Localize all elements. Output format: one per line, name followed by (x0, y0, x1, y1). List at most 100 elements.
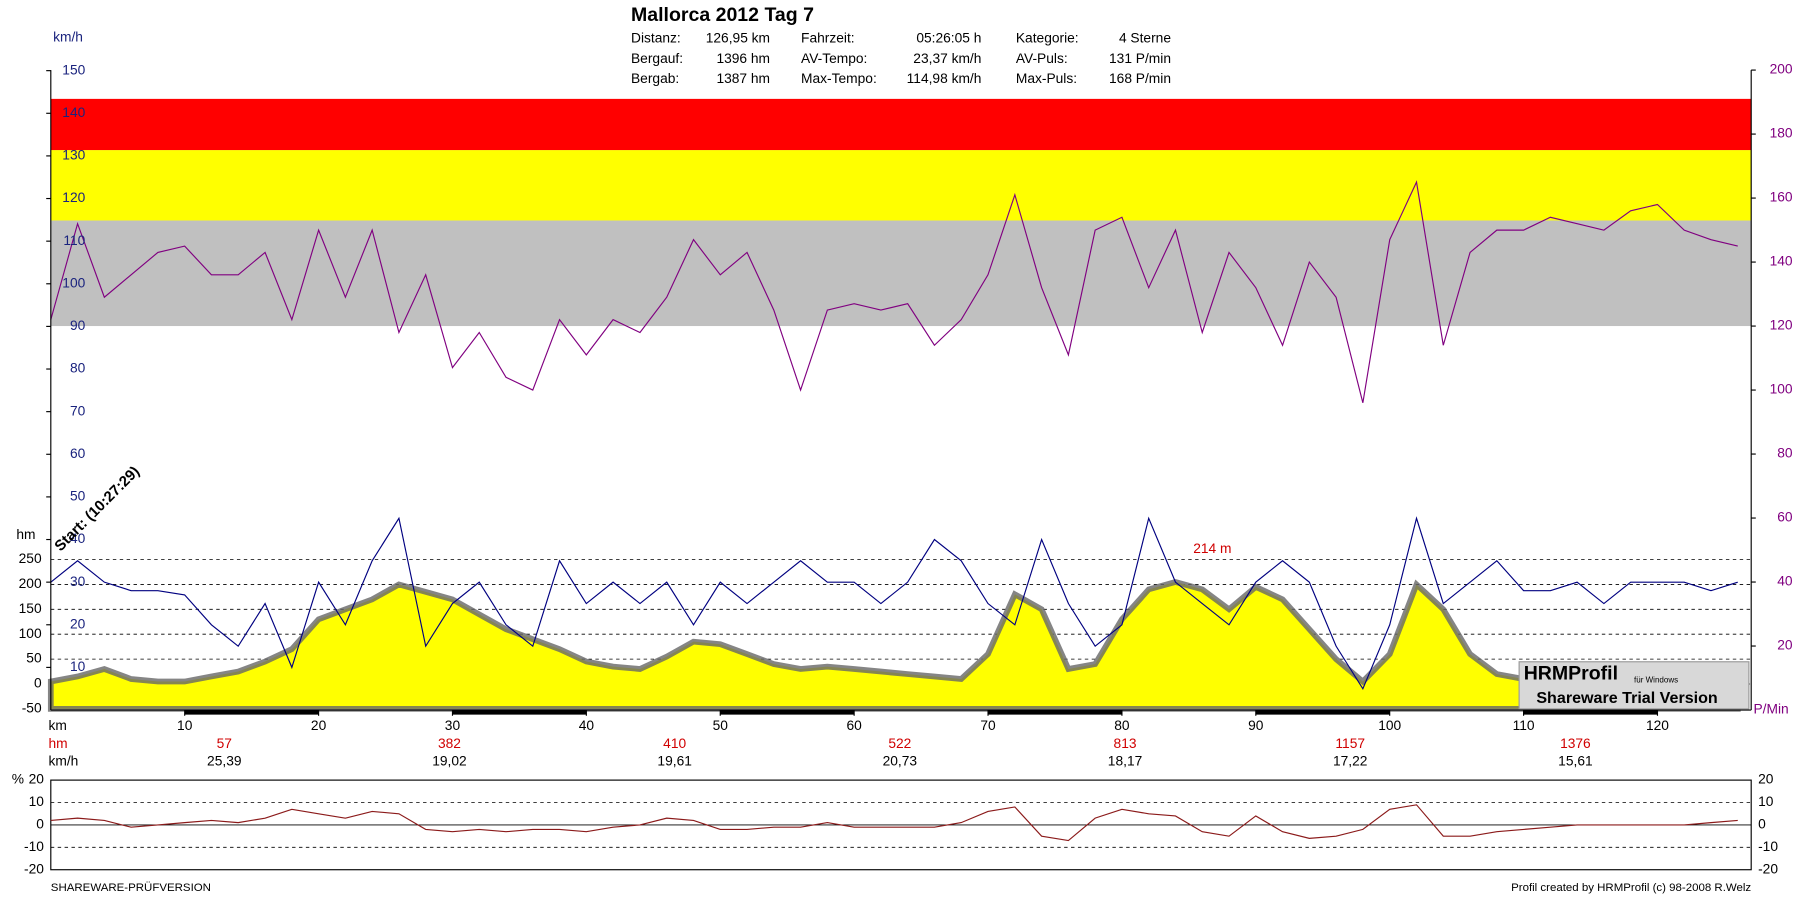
hr-zone (50, 220, 1752, 327)
segment-kmh: 15,61 (1558, 753, 1592, 768)
y-tick-label: 80 (70, 361, 86, 376)
x-band (184, 710, 319, 715)
gradient-tick-label-right: -20 (1758, 861, 1778, 876)
x-tick-label: 60 (846, 718, 862, 733)
stat-value: 168 P/min (1109, 71, 1171, 86)
gradient-tick-label-right: 0 (1758, 817, 1766, 832)
stat-value: 23,37 km/h (913, 51, 981, 66)
y-tick-label: 50 (70, 489, 86, 504)
y-tick-label: 110 (63, 233, 85, 248)
stat-label: AV-Puls: (1016, 51, 1068, 66)
segment-hm: 57 (217, 736, 232, 751)
segment-hm: 813 (1114, 736, 1137, 751)
y2-tick-label: 160 (1770, 190, 1793, 205)
peak-annotation: 214 m (1193, 541, 1231, 556)
x-band (1255, 710, 1390, 715)
y3-axis-label: hm (16, 527, 35, 542)
x-tick-label: 80 (1114, 718, 1130, 733)
y2-tick-label: 180 (1770, 126, 1793, 141)
speed-line (50, 516, 1738, 691)
y-tick-label: 70 (70, 403, 86, 418)
gradient-tick-label-right: 10 (1758, 794, 1774, 809)
watermark-trial: Shareware Trial Version (1536, 689, 1717, 707)
x-tick-label: 10 (177, 718, 193, 733)
y2-tick-label: 200 (1770, 62, 1793, 77)
y-tick-label: 140 (62, 105, 85, 120)
y2-tick-label: 80 (1777, 446, 1793, 461)
x-tick-label: 70 (980, 718, 996, 733)
stat-label: AV-Tempo: (801, 51, 867, 66)
stat-value: 1387 hm (716, 71, 770, 86)
y3-tick-label: 100 (19, 626, 42, 641)
stat-label: Kategorie: (1016, 31, 1079, 46)
gradient-tick-label-right: -10 (1758, 839, 1778, 854)
y-tick-label: 90 (70, 318, 86, 333)
segment-kmh: 20,73 (883, 753, 918, 768)
segment-kmh: 17,22 (1333, 753, 1367, 768)
y2-tick-label: 100 (1770, 382, 1793, 397)
y-tick-label: 150 (62, 62, 85, 77)
segment-kmh: 19,61 (657, 753, 691, 768)
x-tick-label: 100 (1378, 718, 1401, 733)
y3-tick-label: 250 (19, 551, 42, 566)
stat-value: 114,98 km/h (907, 71, 982, 86)
watermark-sub: für Windows (1634, 675, 1678, 684)
segment-kmh: 25,39 (207, 753, 241, 768)
stat-label: Bergauf: (631, 51, 683, 66)
stat-value: 126,95 km (706, 31, 770, 46)
y-tick-label: 30 (70, 574, 86, 589)
segment-kmh: 19,02 (432, 753, 466, 768)
x-tick-label: 90 (1248, 718, 1264, 733)
hr-zone (50, 98, 1752, 151)
x-band (720, 710, 855, 715)
gradient-tick-label: 0 (36, 817, 44, 832)
chart-title: Mallorca 2012 Tag 7 (631, 4, 814, 26)
start-annotation: Start: (10:27:29) (51, 463, 143, 555)
stat-value: 05:26:05 h (916, 31, 981, 46)
heart-rate-line (50, 180, 1738, 403)
y-tick-label: 100 (62, 275, 85, 290)
y2-tick-label: 40 (1777, 574, 1793, 589)
footer-left: SHAREWARE-PRÜFVERSION (51, 882, 211, 894)
x-tick-label: 120 (1646, 718, 1669, 733)
x-tick-label: 30 (445, 718, 461, 733)
y-tick-label: 40 (70, 531, 86, 546)
x-tick-label: 50 (713, 718, 729, 733)
gradient-line (50, 804, 1738, 842)
stat-label: Fahrzeit: (801, 31, 855, 46)
y3-tick-label: -50 (22, 701, 42, 716)
stat-label: Max-Puls: (1016, 71, 1077, 86)
gradient-tick-label: -20 (24, 861, 44, 876)
x-axis-label: km (49, 718, 67, 733)
y3-tick-label: 200 (19, 576, 42, 591)
y-tick-label: 10 (70, 659, 86, 674)
y-axis-label: km/h (53, 30, 83, 45)
watermark-box (1518, 661, 1750, 710)
segment-hm: 1157 (1335, 736, 1365, 751)
segment-kmh-label: km/h (49, 753, 79, 768)
stat-value: 4 Sterne (1119, 31, 1171, 46)
x-tick-label: 20 (311, 718, 327, 733)
segment-hm: 410 (663, 736, 686, 751)
gradient-axis-label: % (12, 772, 24, 787)
segment-hm-label: hm (49, 736, 68, 751)
segment-hm: 382 (438, 736, 461, 751)
y-tick-label: 130 (62, 148, 85, 163)
y2-tick-label: 20 (1777, 638, 1793, 653)
y-tick-label: 20 (70, 616, 86, 631)
hr-zone (50, 150, 1752, 221)
y3-tick-label: 0 (34, 676, 42, 691)
watermark-brand: HRMProfil (1524, 663, 1618, 685)
y2-axis-label: P/Min (1753, 702, 1788, 717)
gradient-tick-label: -10 (24, 839, 44, 854)
gradient-tick-label: 10 (29, 794, 45, 809)
segment-hm: 1376 (1560, 736, 1591, 751)
y2-tick-label: 120 (1770, 318, 1793, 333)
segment-kmh: 18,17 (1108, 753, 1142, 768)
segment-hm: 522 (888, 736, 911, 751)
stat-label: Max-Tempo: (801, 71, 877, 86)
stat-label: Bergab: (631, 71, 679, 86)
stat-value: 131 P/min (1109, 51, 1171, 66)
x-band (452, 710, 587, 715)
